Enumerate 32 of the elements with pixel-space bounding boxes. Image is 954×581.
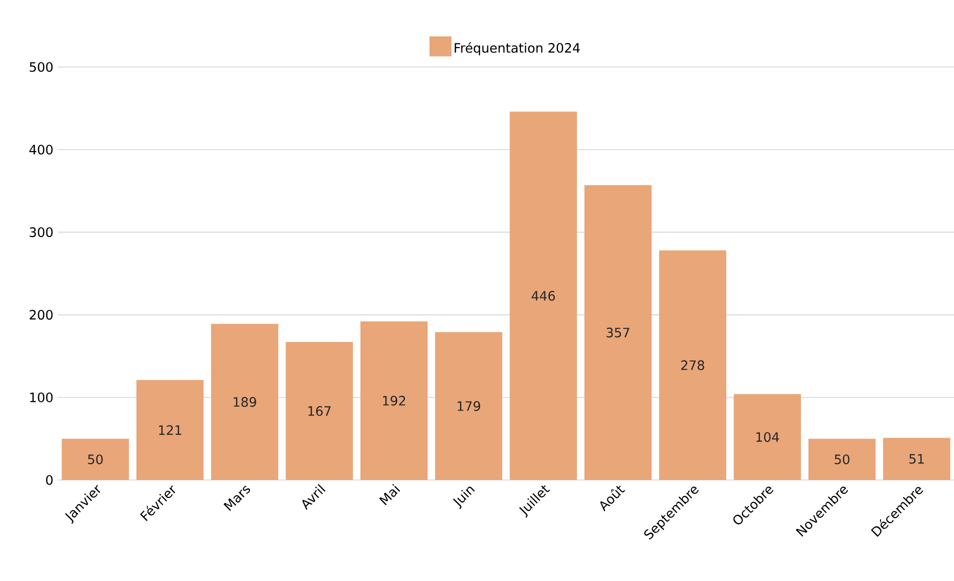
bar (360, 321, 428, 480)
bar (659, 250, 726, 480)
data-label: 51 (909, 454, 924, 464)
data-label: 104 (756, 432, 779, 442)
y-tick-label: 0 (46, 475, 53, 485)
data-label: 50 (88, 454, 103, 464)
bar (584, 185, 652, 480)
data-label: 446 (532, 290, 555, 301)
bar (62, 438, 129, 480)
y-tick-label: 300 (30, 227, 53, 238)
bar (510, 112, 577, 480)
y-tick-label: 200 (30, 310, 53, 320)
data-label: 357 (606, 328, 630, 338)
data-label: 278 (681, 360, 704, 370)
bar (435, 332, 502, 480)
bar (286, 342, 353, 480)
y-tick-label: 500 (30, 62, 53, 72)
x-tick-label: Mai (379, 484, 400, 506)
data-label: 50 (834, 454, 850, 464)
bar (883, 438, 950, 480)
bar (808, 438, 876, 480)
bar (211, 324, 278, 480)
data-label: 189 (234, 397, 256, 407)
legend-label: Fréquentation 2024 (454, 42, 580, 56)
bar (734, 394, 801, 480)
bar (136, 380, 204, 480)
y-tick-label: 100 (30, 392, 53, 402)
data-label: 167 (308, 406, 331, 416)
data-label: 179 (458, 401, 480, 411)
data-label: 192 (383, 396, 406, 406)
y-tick-label: 400 (29, 144, 53, 154)
data-label: 121 (159, 425, 182, 435)
